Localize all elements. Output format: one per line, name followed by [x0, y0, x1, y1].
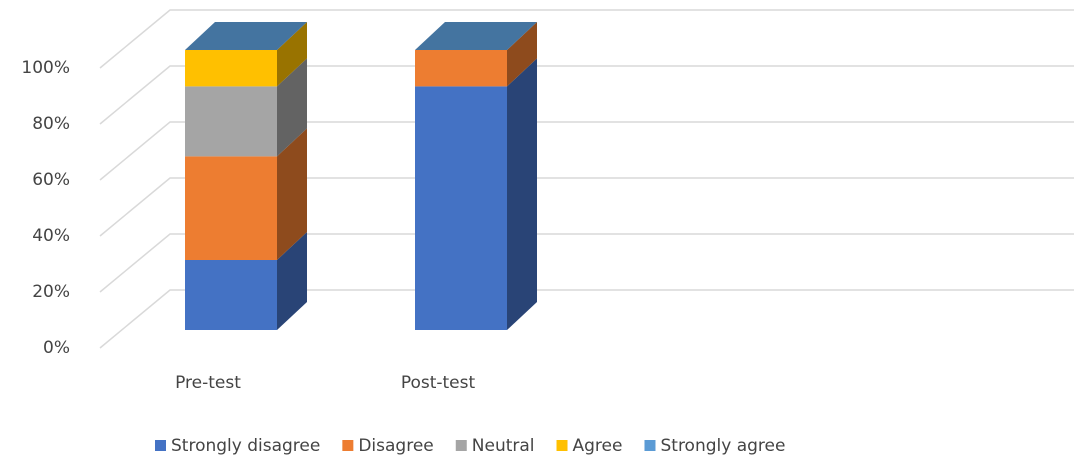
grid-line: [99, 121, 1074, 181]
bar-front: [415, 50, 507, 87]
bar-side: [507, 22, 537, 87]
y-tick-label: 20%: [32, 282, 70, 302]
grid-line: [99, 233, 1074, 293]
legend-swatch: [342, 440, 354, 451]
legend-swatch: [644, 440, 656, 451]
x-tick-label: Pre-test: [175, 373, 241, 393]
legend-swatch: [455, 440, 467, 451]
bar-front: [185, 260, 277, 330]
bar-side: [277, 58, 307, 157]
bar-top: [415, 22, 537, 50]
bar-front: [185, 50, 277, 87]
y-tick-label: 60%: [32, 170, 70, 190]
y-tick-label: 80%: [32, 114, 70, 134]
bar-front: [185, 86, 277, 157]
x-tick-label: Post-test: [401, 373, 476, 393]
legend-swatch: [155, 440, 166, 451]
y-tick-label: 0%: [43, 338, 70, 358]
legend-label: Agree: [573, 436, 623, 456]
bar-side: [277, 232, 307, 330]
legend-label: Strongly disagree: [171, 436, 320, 456]
legend-label: Strongly agree: [660, 436, 785, 456]
legend-label: Disagree: [358, 436, 433, 456]
bar-front: [185, 156, 277, 260]
grid-line: [99, 177, 1074, 237]
grid-line: [99, 65, 1074, 125]
grid-line: [99, 289, 1074, 349]
bar-front: [415, 86, 507, 331]
grid-line: [99, 9, 1074, 69]
y-tick-label: 100%: [21, 58, 70, 78]
y-tick-label: 40%: [32, 226, 70, 246]
bar-top: [185, 22, 307, 50]
legend-swatch: [556, 440, 568, 451]
bar-side: [507, 58, 537, 331]
bar-side: [277, 128, 307, 260]
legend-label: Neutral: [472, 436, 535, 456]
bar-side: [277, 22, 307, 87]
